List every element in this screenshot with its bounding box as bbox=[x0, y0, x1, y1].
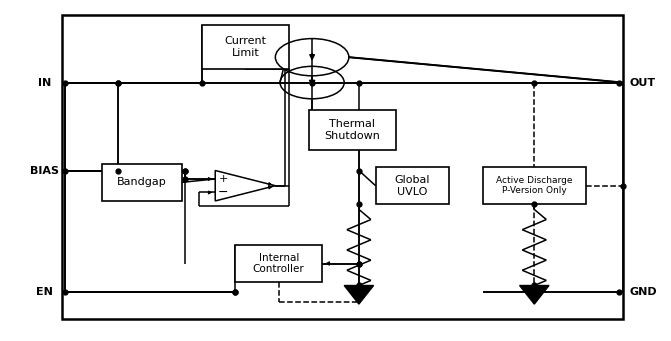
FancyBboxPatch shape bbox=[236, 245, 322, 282]
Text: GND: GND bbox=[629, 287, 657, 297]
Polygon shape bbox=[344, 285, 374, 304]
FancyBboxPatch shape bbox=[101, 164, 182, 201]
FancyBboxPatch shape bbox=[309, 109, 396, 150]
FancyBboxPatch shape bbox=[202, 25, 289, 69]
Text: Active Discharge
P-Version Only: Active Discharge P-Version Only bbox=[496, 176, 572, 195]
Text: Current
Limit: Current Limit bbox=[224, 36, 266, 58]
Text: BIAS: BIAS bbox=[30, 165, 59, 176]
Text: Bandgap: Bandgap bbox=[117, 177, 166, 187]
Text: −: − bbox=[218, 186, 229, 199]
Text: Internal
Controller: Internal Controller bbox=[253, 253, 305, 274]
Polygon shape bbox=[519, 285, 549, 304]
FancyBboxPatch shape bbox=[62, 15, 623, 319]
FancyBboxPatch shape bbox=[482, 167, 586, 204]
Text: +: + bbox=[219, 174, 228, 184]
Text: IN: IN bbox=[38, 77, 52, 88]
Text: OUT: OUT bbox=[630, 77, 656, 88]
Text: Global
UVLO: Global UVLO bbox=[395, 175, 430, 196]
FancyBboxPatch shape bbox=[376, 167, 449, 204]
Text: Thermal
Shutdown: Thermal Shutdown bbox=[324, 119, 380, 141]
Text: EN: EN bbox=[36, 287, 53, 297]
